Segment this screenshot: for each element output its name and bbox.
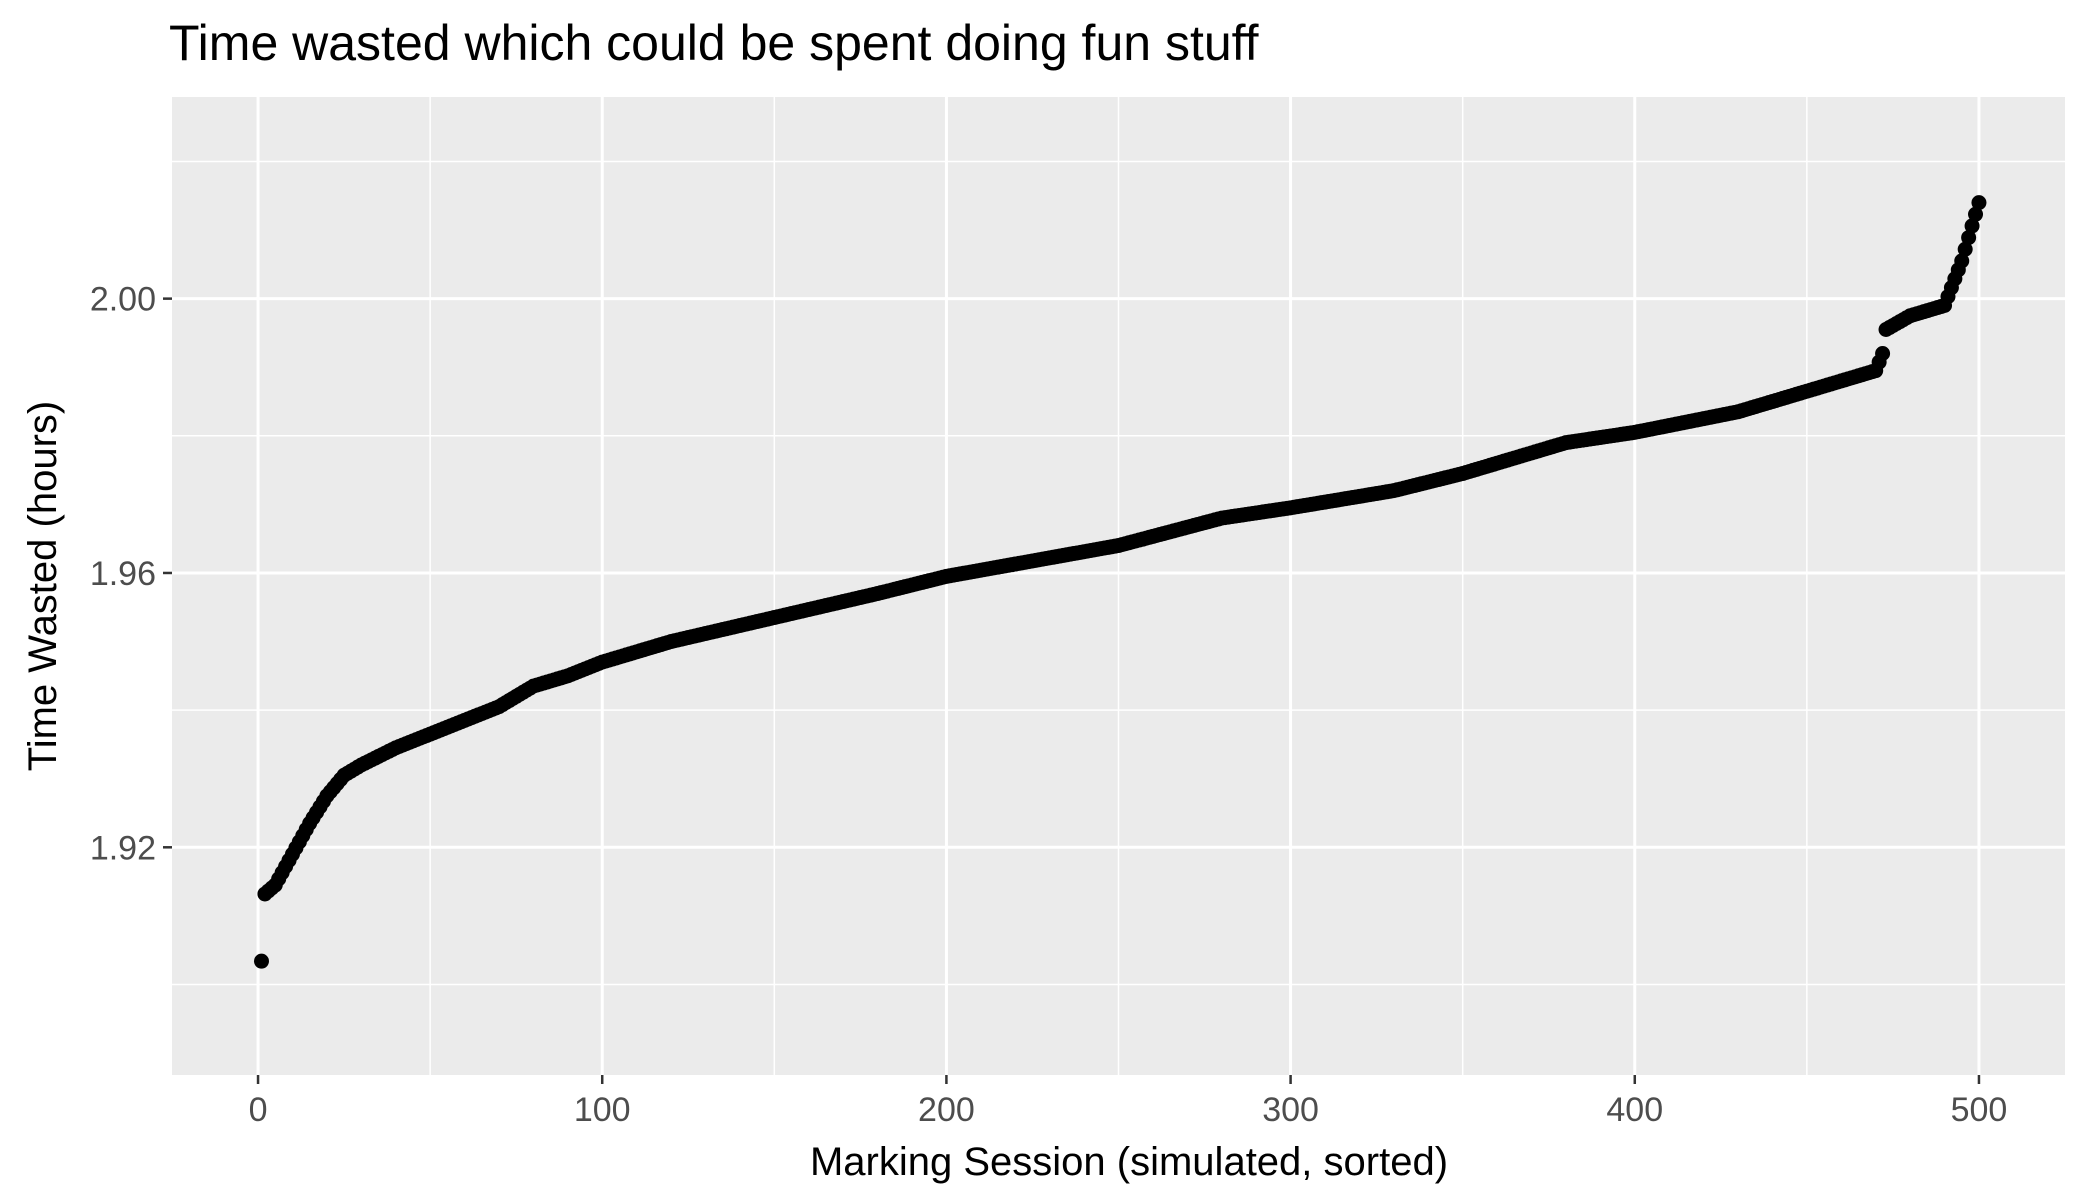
chart-title: Time wasted which could be spent doing f…	[169, 15, 1259, 71]
y-axis-title: Time Wasted (hours)	[21, 401, 65, 771]
x-axis-ticks: 0 100 200 300 400 500	[249, 1075, 2008, 1129]
grid-minor	[172, 97, 2065, 1075]
x-tick-label: 400	[1606, 1091, 1663, 1129]
x-tick-label: 300	[1262, 1091, 1319, 1129]
data-point	[1964, 218, 1980, 234]
data-points	[253, 195, 1987, 969]
grid-major	[172, 97, 2065, 1075]
x-axis-title: Marking Session (simulated, sorted)	[810, 1140, 1448, 1184]
x-tick-label: 100	[574, 1091, 631, 1129]
y-axis-ticks: 1.92 1.96 2.00	[90, 281, 172, 867]
data-point	[1875, 346, 1891, 362]
data-point	[1961, 230, 1977, 246]
data-point	[1971, 195, 1987, 211]
data-point	[1968, 206, 1984, 222]
data-point	[253, 953, 269, 969]
x-tick-label: 200	[918, 1091, 975, 1129]
y-tick-label: 2.00	[90, 281, 156, 319]
data-point	[1957, 241, 1973, 257]
data-point	[1954, 253, 1970, 269]
y-tick-label: 1.92	[90, 829, 156, 867]
y-tick-label: 1.96	[90, 555, 156, 593]
x-tick-label: 500	[1951, 1091, 2008, 1129]
x-tick-label: 0	[249, 1091, 268, 1129]
